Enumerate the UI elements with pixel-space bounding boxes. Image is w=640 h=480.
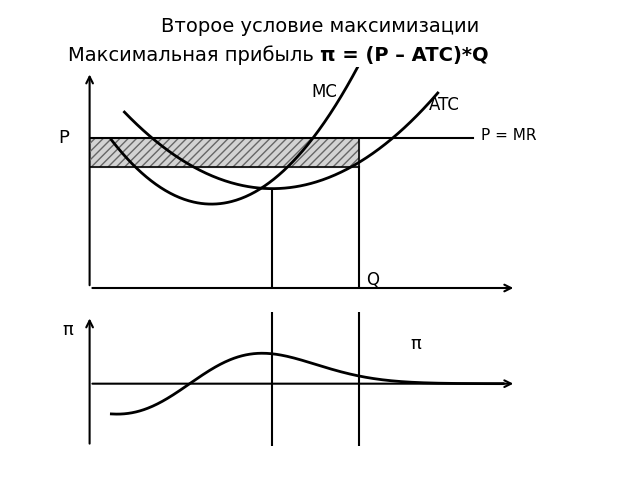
Text: Q: Q [366, 271, 379, 289]
Text: P = MR: P = MR [481, 128, 537, 143]
Text: MC: MC [312, 83, 337, 101]
Text: P: P [58, 129, 69, 147]
Text: π = (P – ATC)*Q: π = (P – ATC)*Q [320, 46, 488, 65]
Text: π: π [411, 335, 421, 353]
Text: π: π [63, 321, 73, 339]
Text: Второе условие максимизации: Второе условие максимизации [161, 17, 479, 36]
Text: Максимальная прибыль: Максимальная прибыль [68, 46, 320, 65]
Polygon shape [90, 138, 360, 167]
Text: ATC: ATC [429, 96, 460, 114]
